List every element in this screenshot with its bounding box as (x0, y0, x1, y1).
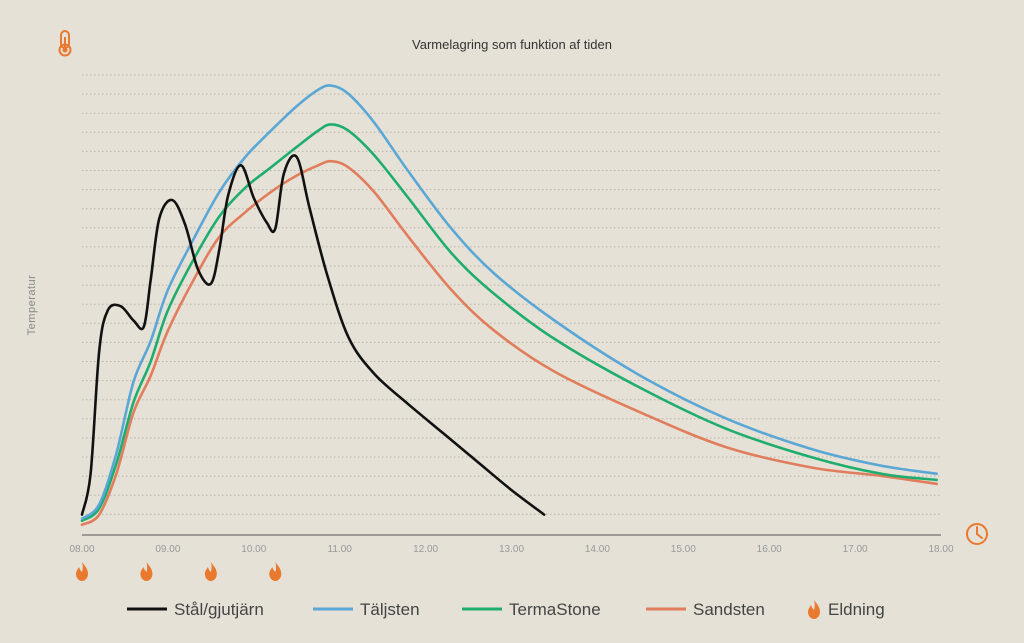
flame-icon (76, 562, 88, 581)
clock-icon (966, 523, 988, 545)
series-line-st-l-gjutj-rn (80, 154, 546, 516)
series-line-sandsten (80, 159, 938, 527)
legend-flame-icon (808, 600, 820, 619)
x-tick-label: 08.00 (69, 544, 94, 555)
x-tick-label: 12.00 (413, 544, 438, 555)
y-axis-label: Temperatur (26, 275, 38, 336)
x-tick-label: 15.00 (671, 544, 696, 555)
x-tick-label: 16.00 (757, 544, 782, 555)
chart-title: Varmelagring som funktion af tiden (412, 37, 612, 52)
flame-icon (140, 562, 153, 581)
x-tick-label: 14.00 (585, 544, 610, 555)
x-tick-label: 10.00 (241, 544, 266, 555)
flame-icon (269, 562, 282, 581)
legend-label: Sandsten (693, 600, 765, 619)
series-line-t-ljsten (80, 84, 938, 520)
flame-icon (204, 562, 217, 581)
x-tick-label: 17.00 (843, 544, 868, 555)
legend-label: Täljsten (360, 600, 420, 619)
x-axis-ticks: 08.00 09.00 10.00 11.00 12.00 13.00 14.00 15.00… (69, 544, 953, 555)
firing-markers (76, 562, 282, 581)
x-tick-label: 09.00 (155, 544, 180, 555)
legend: Stål/gjutjärn Täljsten TermaStone Sandsten E… (127, 600, 885, 619)
x-tick-label: 13.00 (499, 544, 524, 555)
thermometer-icon (58, 30, 72, 57)
x-tick-label: 18.00 (928, 544, 953, 555)
legend-label-firing: Eldning (828, 600, 885, 619)
series-line-termastone (80, 123, 938, 522)
legend-label: TermaStone (509, 600, 601, 619)
legend-label: Stål/gjutjärn (174, 600, 264, 619)
series-lines (80, 84, 938, 527)
x-tick-label: 11.00 (328, 544, 353, 555)
